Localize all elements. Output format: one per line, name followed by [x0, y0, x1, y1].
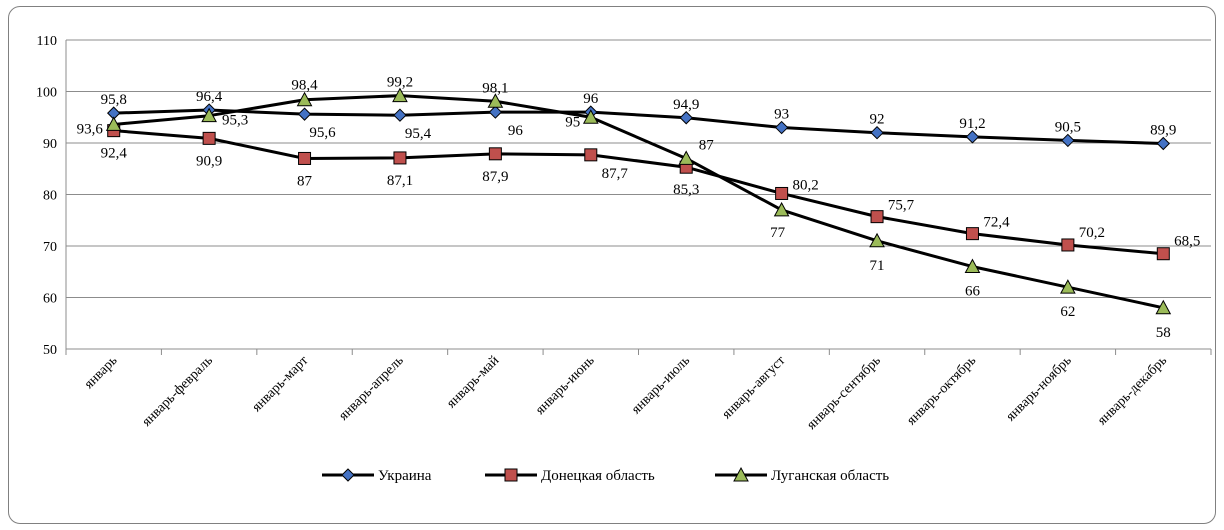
data-label-s3-10: 66	[965, 284, 981, 300]
x-tick-label: январь-март	[249, 353, 311, 415]
data-label-s2-7: 85,3	[673, 182, 699, 198]
data-label-s3-3: 98,4	[291, 78, 318, 94]
data-label-s3-2: 95,3	[222, 113, 248, 129]
data-point-s3-1	[105, 116, 122, 131]
series-line-3	[113, 94, 1164, 310]
legend-label-1: Украина	[378, 468, 432, 484]
data-point-s1-11	[1061, 133, 1075, 148]
legend-label-3: Луганская область	[771, 468, 889, 484]
data-point-s3-12	[1155, 299, 1172, 315]
data-point-s3-6	[582, 109, 599, 124]
data-point-s3-5	[487, 93, 504, 108]
data-label-s2-12: 68,5	[1174, 234, 1200, 250]
data-label-s1-9: 92	[870, 112, 885, 128]
data-label-s1-3: 95,6	[309, 125, 336, 141]
data-label-s3-7: 87	[699, 137, 715, 153]
data-label-s2-11: 70,2	[1079, 225, 1105, 241]
y-tick-label: 50	[43, 343, 57, 358]
data-point-s3-11	[1060, 279, 1076, 294]
data-label-s2-8: 80,2	[793, 177, 819, 193]
x-tick-label: январь-сентябрь	[804, 353, 884, 433]
x-tick-label: январь-август	[719, 353, 788, 422]
legend-marker-1	[341, 468, 355, 482]
data-point-s2-9	[870, 210, 884, 224]
legend-label-2: Донецкая область	[541, 468, 655, 484]
data-label-s2-3: 87	[297, 173, 313, 189]
y-tick-label: 80	[43, 189, 57, 204]
y-tick-label: 90	[43, 137, 57, 152]
data-label-s1-5: 96	[508, 123, 524, 139]
data-label-s3-12: 58	[1156, 325, 1171, 341]
x-tick-label: январь	[82, 353, 121, 392]
data-label-s2-2: 90,9	[196, 153, 222, 169]
data-point-s2-12	[1156, 247, 1170, 261]
data-point-s1-5	[488, 105, 503, 119]
data-point-s3-10	[964, 258, 981, 274]
data-point-s3-3	[296, 91, 313, 107]
data-label-s3-6: 95	[565, 114, 580, 130]
data-label-s3-1: 93,6	[77, 121, 104, 137]
data-label-s1-10: 91,2	[959, 116, 985, 132]
data-point-s2-2	[202, 131, 216, 145]
series-line-2	[113, 129, 1164, 256]
data-point-s2-10	[965, 227, 979, 241]
data-point-s2-11	[1061, 238, 1075, 252]
data-label-s1-4: 95,4	[405, 126, 432, 142]
data-label-s3-5: 98,1	[482, 80, 508, 96]
data-point-s2-3	[298, 151, 312, 165]
data-label-s3-4: 99,2	[387, 75, 413, 91]
data-point-s3-2	[201, 107, 217, 123]
data-point-s1-3	[297, 107, 312, 121]
data-point-s1-8	[774, 120, 789, 135]
y-tick-label: 60	[43, 292, 57, 307]
data-label-s2-4: 87,1	[387, 173, 413, 189]
data-point-s3-4	[392, 87, 408, 103]
data-label-s2-1: 92,4	[101, 146, 128, 162]
x-tick-label: январь-ноябрь	[1003, 353, 1074, 424]
data-point-s3-8	[773, 201, 790, 217]
y-tick-label: 110	[37, 34, 57, 49]
data-point-s1-9	[870, 125, 884, 140]
data-label-s1-11: 90,5	[1055, 119, 1081, 135]
x-tick-label: январь-июнь	[533, 353, 598, 418]
data-point-s2-6	[584, 148, 598, 162]
data-point-s2-4	[393, 151, 407, 165]
data-label-s2-9: 75,7	[888, 198, 915, 214]
data-label-s2-10: 72,4	[983, 215, 1010, 231]
data-label-s2-5: 87,9	[482, 169, 508, 185]
data-point-s1-10	[965, 130, 980, 144]
legend-marker-3	[733, 466, 749, 482]
data-label-s3-11: 62	[1060, 304, 1075, 320]
legend-marker-2	[504, 468, 518, 482]
data-point-s3-7	[678, 150, 695, 165]
data-point-s2-5	[488, 147, 502, 161]
data-label-s1-6: 96	[583, 91, 599, 107]
data-point-s1-4	[393, 108, 407, 122]
x-tick-label: январь-апрель	[336, 353, 407, 424]
data-point-s2-8	[775, 186, 789, 200]
chart-frame	[8, 6, 1216, 524]
series-line-1	[113, 108, 1164, 146]
data-label-s2-6: 87,7	[602, 166, 629, 182]
data-label-s1-2: 96,4	[196, 89, 223, 105]
data-point-s1-7	[679, 111, 693, 125]
data-label-s1-1: 95,8	[101, 92, 127, 108]
y-tick-label: 70	[43, 240, 57, 255]
data-label-s1-12: 89,9	[1150, 123, 1176, 139]
data-label-s1-7: 94,9	[673, 97, 699, 113]
data-point-s3-9	[869, 232, 885, 248]
x-tick-label: январь-февраль	[139, 353, 216, 430]
data-label-s3-8: 77	[770, 225, 786, 241]
x-tick-label: январь-май	[444, 353, 502, 411]
data-label-s1-8: 93	[774, 107, 789, 123]
x-tick-label: январь-июль	[629, 353, 693, 417]
y-tick-label: 100	[36, 86, 57, 101]
x-tick-label: январь-октябрь	[904, 353, 979, 428]
data-label-s3-9: 71	[870, 258, 885, 274]
x-tick-label: январь-декабрь	[1095, 353, 1170, 428]
data-point-s1-12	[1156, 136, 1170, 151]
